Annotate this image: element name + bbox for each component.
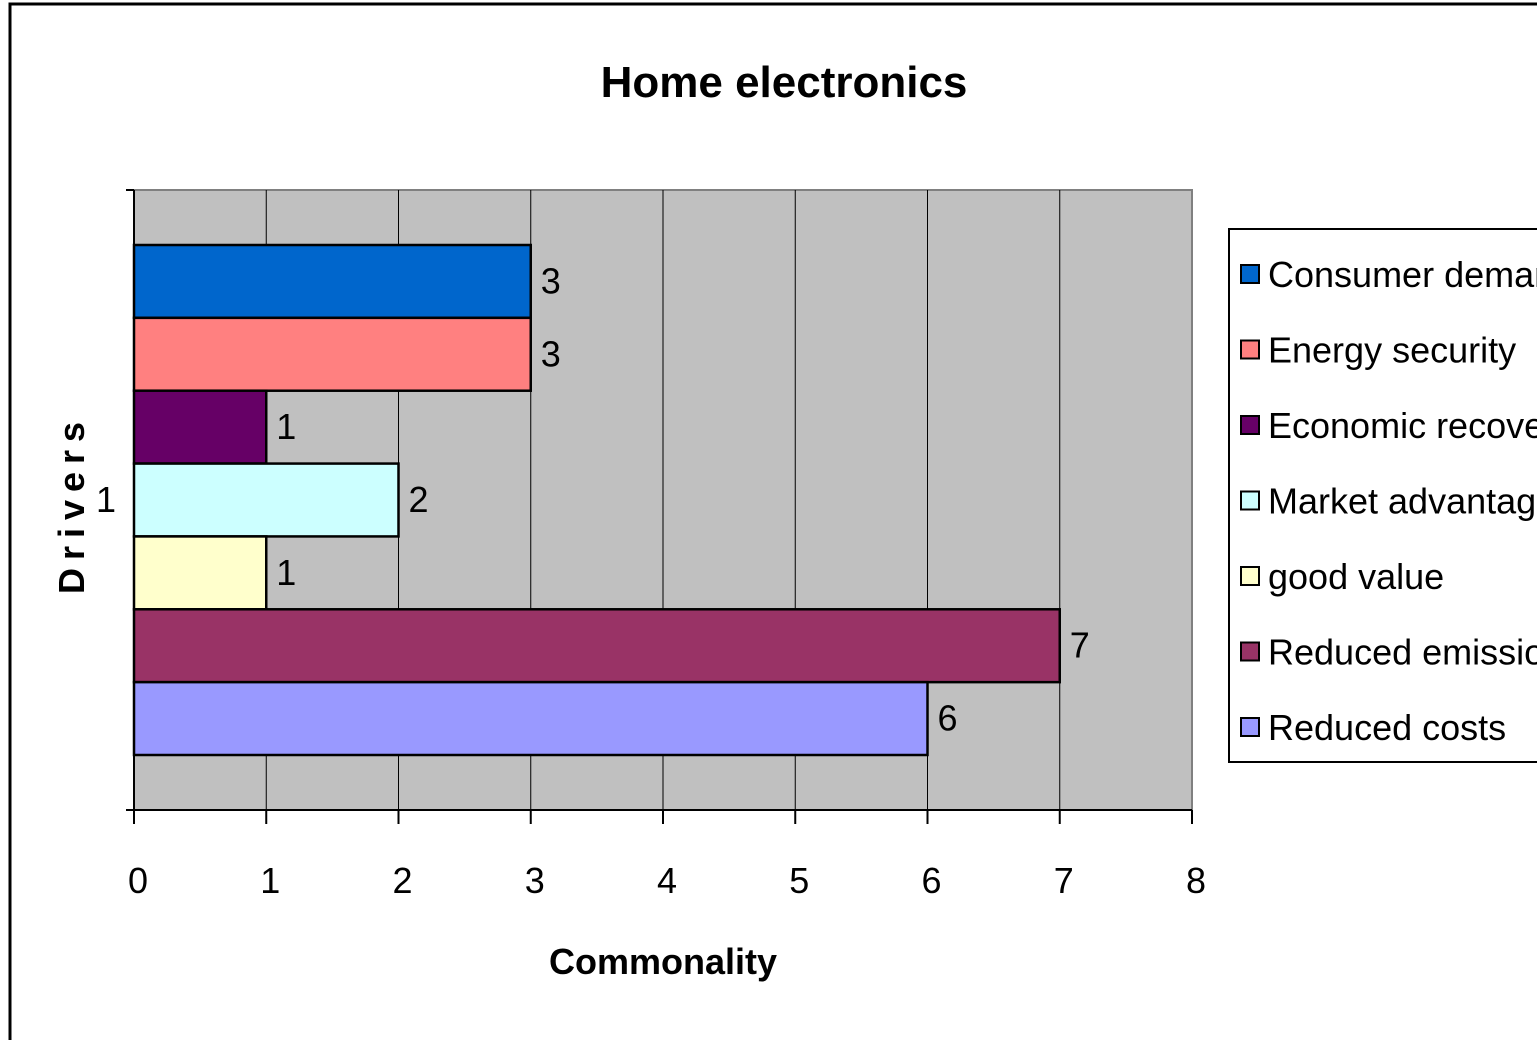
legend-label: Reduced costs [1268,707,1506,748]
x-axis-ticks: 0 1 2 3 4 5 6 7 8 [128,810,1206,901]
legend-swatch [1240,339,1260,360]
legend: Consumer demand Energy security Economic r… [1228,228,1537,763]
x-tick-label: 3 [525,860,545,901]
data-label: 2 [409,479,429,520]
x-tick-label: 0 [128,860,148,901]
legend-swatch [1240,566,1260,586]
x-tick-label: 6 [921,860,941,901]
legend-item: Reduced costs [1240,707,1506,748]
bar [132,462,400,538]
x-tick-label: 2 [392,860,412,901]
legend-label: Economic recovery [1268,405,1537,446]
legend-box [1228,228,1537,763]
legend-item: Consumer demand [1240,254,1537,295]
chart-title: Home electronics [601,58,968,107]
legend-swatch [1240,415,1260,435]
legend-swatch [1240,490,1260,511]
data-label: 1 [276,552,296,593]
legend-swatch [1240,641,1260,662]
y-category-label: 1 [96,479,116,520]
legend-swatch [1240,717,1260,737]
x-tick-label: 7 [1054,860,1074,901]
legend-item: Energy security [1240,330,1516,371]
x-tick-label: 5 [789,860,809,901]
x-axis-title: Commonality [549,941,777,982]
legend-item: Reduced emissions [1240,632,1537,673]
legend-label: good value [1268,556,1444,597]
legend-item: Market advantage [1240,481,1537,522]
x-tick-label: 4 [657,860,677,901]
bar [132,389,268,465]
x-tick-label: 1 [260,860,280,901]
bars [132,243,1061,757]
y-axis-title: Drivers [51,414,92,594]
legend-label: Reduced emissions [1268,632,1537,673]
legend-label: Market advantage [1268,481,1537,522]
bar [132,243,532,320]
legend-label: Consumer demand [1268,254,1537,295]
bar [132,316,532,392]
x-tick-label: 8 [1186,860,1206,901]
legend-item: good value [1240,556,1444,597]
data-label: 3 [541,333,561,374]
legend-label: Energy security [1268,330,1516,371]
data-label: 3 [541,260,561,301]
bar [132,535,268,611]
data-label: 1 [276,406,296,447]
data-label: 6 [938,698,958,739]
bar [132,680,929,757]
legend-swatch [1240,264,1260,284]
bar [132,608,1061,684]
legend-item: Economic recovery [1240,405,1537,446]
data-label: 7 [1070,625,1090,666]
data-labels: 3 3 1 2 1 7 6 [276,260,1090,738]
